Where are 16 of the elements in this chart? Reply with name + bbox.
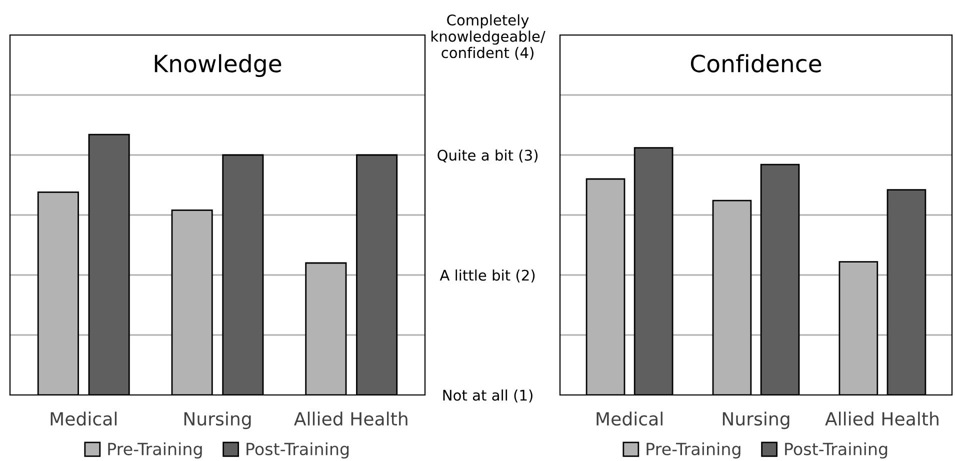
x-tick-label: Medical [50, 412, 117, 426]
x-tick-label: Nursing [722, 412, 790, 430]
y-tick-label: Completely knowledgeable/ confident (4) [432, 14, 546, 60]
y-tick-label: A little bit (2) [440, 269, 535, 282]
legend-label: Post-Training [785, 442, 888, 459]
y-tick-label: Quite a bit (3) [438, 149, 538, 162]
x-tick-label: Nursing [184, 412, 251, 430]
legend-label: Pre-Training [646, 442, 740, 459]
legend-label: Pre-Training [108, 442, 202, 459]
y-tick-label: Not at all (1) [443, 389, 532, 402]
x-tick-label: Medical [596, 412, 662, 426]
legend-label: Post-Training [246, 442, 349, 459]
text: Knowledge [154, 54, 282, 78]
x-tick-label: Allied Health [825, 412, 938, 426]
text: Confidence [690, 54, 822, 72]
x-tick-label: Allied Health [294, 412, 408, 426]
